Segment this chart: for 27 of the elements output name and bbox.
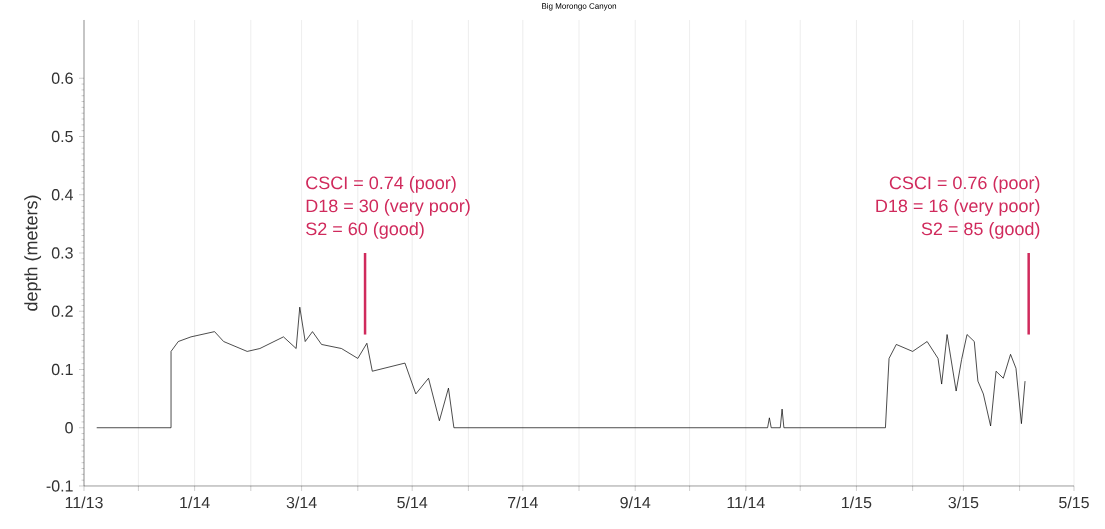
y-tick-label: 0.2	[51, 305, 73, 317]
line-series	[96, 306, 1026, 429]
annotation: D18 = 16 (very poor)	[876, 199, 1040, 216]
annotation: CSCI = 0.74 (poor)	[306, 176, 456, 193]
y-tick-label: -0.1	[46, 480, 73, 492]
x-tick-label: 11/14	[727, 496, 765, 509]
y-tick-label: 0.3	[51, 247, 73, 259]
y-tick-label: 0.1	[51, 363, 73, 376]
x-tick-label: 5/15	[1059, 496, 1089, 509]
x-tick-label: 1/15	[842, 496, 872, 509]
chart-title: Big Morongo Canyon	[542, 3, 617, 11]
x-tick-label: 5/14	[397, 496, 428, 509]
y-tick-label: 0	[65, 422, 73, 434]
x-tick-label: 3/15	[948, 496, 979, 509]
x-tick-label: 7/14	[508, 496, 538, 509]
y-tick-label: 0.6	[51, 72, 73, 84]
annotation: S2 = 85 (good)	[921, 222, 1040, 239]
y-tick-label: 0.5	[51, 130, 73, 143]
annotation: S2 = 60 (good)	[306, 222, 424, 239]
y-tick-label: 0.4	[51, 189, 73, 201]
y-axis-title: depth (meters)	[24, 195, 42, 311]
x-tick-label: 1/14	[180, 496, 210, 509]
x-tick-label: 9/14	[620, 496, 651, 509]
x-tick-label: 3/14	[286, 496, 317, 509]
annotation: CSCI = 0.76 (poor)	[889, 176, 1040, 193]
annotation: D18 = 30 (very poor)	[306, 199, 470, 216]
x-tick-label: 11/13	[65, 496, 103, 509]
